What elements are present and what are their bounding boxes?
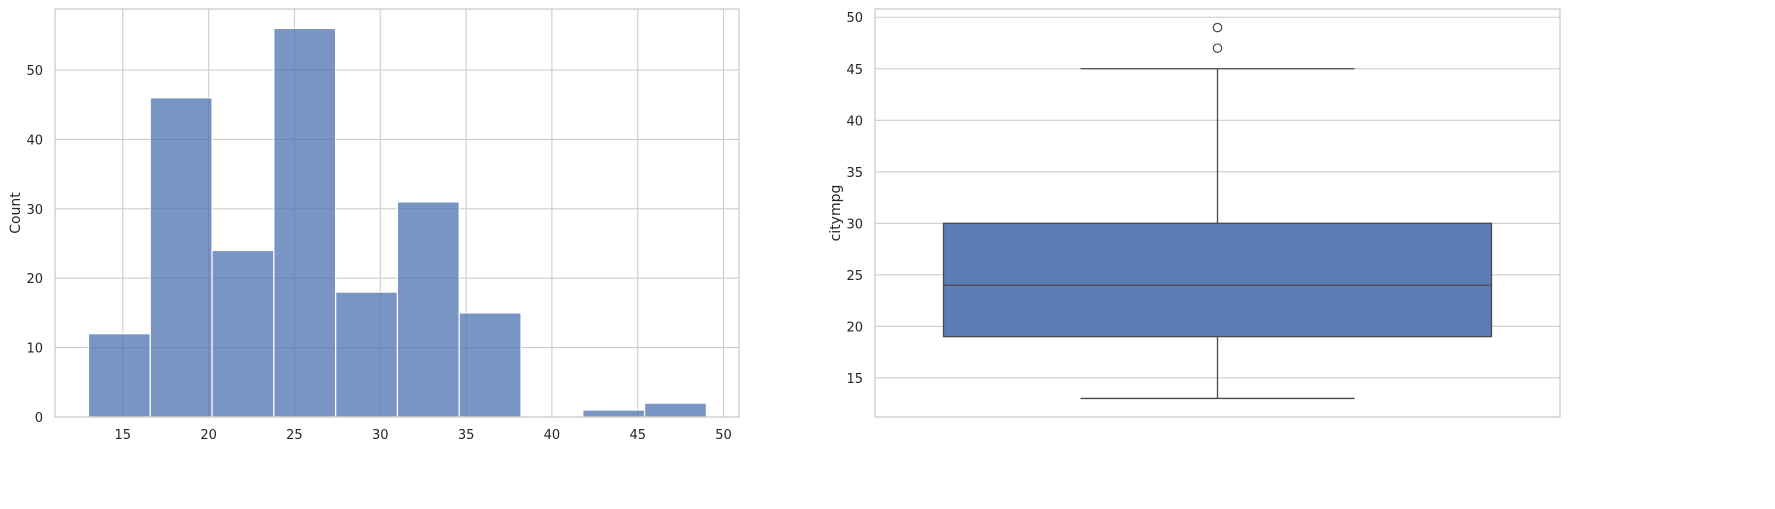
boxplot-y-tick-label: 25 [846, 269, 863, 284]
histogram-x-tick-label: 30 [372, 428, 389, 443]
histogram-x-tick-label: 20 [200, 428, 217, 443]
boxplot-y-tick-label: 45 [846, 63, 863, 78]
boxplot-y-tick-label: 15 [846, 372, 863, 387]
boxplot-y-tick-label: 35 [846, 166, 863, 181]
histogram-frame [54, 8, 740, 418]
boxplot-y-tick-label: 20 [846, 320, 863, 335]
histogram-y-axis-label: Count [8, 192, 24, 234]
histogram-bars [87, 27, 707, 418]
boxplot-y-tick-labels: 15 20 25 30 35 40 45 50 [846, 11, 863, 387]
histogram-bar [87, 333, 151, 418]
histogram-x-tick-labels: 15 20 25 30 35 40 45 50 [115, 428, 732, 443]
histogram-y-tick-label: 10 [26, 342, 43, 357]
histogram-x-tick-label: 15 [115, 428, 132, 443]
histogram-y-tick-labels: 0 10 20 30 40 50 [26, 64, 43, 426]
histogram-y-tick-label: 0 [35, 411, 43, 426]
histogram-bar [582, 409, 646, 418]
boxplot-y-tick-label: 50 [846, 11, 863, 26]
histogram-x-tick-label: 35 [458, 428, 475, 443]
boxplot-frame [874, 8, 1561, 418]
histogram-y-tick-label: 40 [26, 133, 43, 148]
histogram-x-tick-label: 45 [629, 428, 646, 443]
boxplot-y-axis-label: citympg [828, 185, 844, 242]
histogram-x-tick-label: 40 [544, 428, 561, 443]
histogram-chart: 15 20 25 30 35 40 45 50 0 10 20 30 40 50 Count [8, 8, 740, 443]
histogram-x-tick-label: 25 [286, 428, 303, 443]
histogram-y-tick-label: 30 [26, 203, 43, 218]
histogram-x-tick-label: 50 [715, 428, 732, 443]
boxplot-marks [942, 22, 1493, 400]
boxplot-outlier-point [1212, 43, 1223, 53]
histogram-y-tick-label: 50 [26, 64, 43, 79]
boxplot-y-tick-label: 30 [846, 217, 863, 232]
histogram-bar [211, 249, 275, 418]
histogram-bar [149, 97, 213, 418]
boxplot-outlier-point [1212, 22, 1223, 33]
histogram-bar [273, 27, 337, 418]
boxplot-box [942, 222, 1493, 338]
histogram-bar [458, 312, 522, 418]
histogram-bar [396, 201, 460, 418]
histogram-bar [643, 402, 707, 418]
histogram-y-tick-label: 20 [26, 272, 43, 287]
boxplot-y-tick-label: 40 [846, 114, 863, 129]
histogram-bar [335, 291, 399, 418]
boxplot-chart: 15 20 25 30 35 40 45 50 citympg [828, 8, 1561, 418]
